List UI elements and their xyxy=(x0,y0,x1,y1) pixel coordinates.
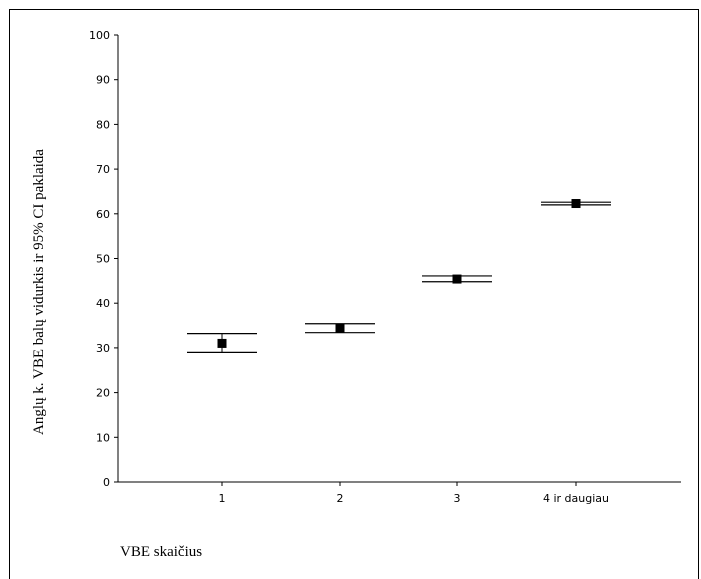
y-tick-label: 40 xyxy=(96,297,110,310)
ci-chart: 0 10 20 30 40 50 60 70 80 90 100 1 2 3 4 ir daugiau A… xyxy=(31,29,681,560)
y-tick-label: 90 xyxy=(96,74,110,87)
x-tick-label: 1 xyxy=(219,492,226,505)
x-tick-label: 3 xyxy=(454,492,461,505)
mean-marker xyxy=(452,274,462,284)
x-tick-label: 4 ir daugiau xyxy=(543,492,609,505)
mean-marker xyxy=(217,338,227,348)
x-tick-label: 2 xyxy=(337,492,344,505)
y-tick-label: 60 xyxy=(96,208,110,221)
mean-marker xyxy=(571,199,581,209)
y-tick-label: 10 xyxy=(96,431,110,444)
y-tick-label: 30 xyxy=(96,342,110,355)
y-tick-label: 0 xyxy=(103,476,110,489)
x-axis-title: VBE skaičius xyxy=(120,544,202,560)
y-tick-label: 70 xyxy=(96,163,110,176)
x-axis: 1 2 3 4 ir daugiau xyxy=(118,481,681,505)
y-axis: 0 10 20 30 40 50 60 70 80 90 100 xyxy=(89,29,119,489)
y-axis-title: Anglų k. VBE balų vidurkis ir 95% CI pak… xyxy=(31,149,47,435)
y-tick-label: 80 xyxy=(96,118,110,131)
chart-frame xyxy=(9,9,699,579)
y-tick-label: 100 xyxy=(89,29,110,42)
y-tick-label: 50 xyxy=(96,253,110,266)
y-tick-label: 20 xyxy=(96,387,110,400)
chart-marks xyxy=(187,199,611,353)
mean-marker xyxy=(335,323,345,333)
